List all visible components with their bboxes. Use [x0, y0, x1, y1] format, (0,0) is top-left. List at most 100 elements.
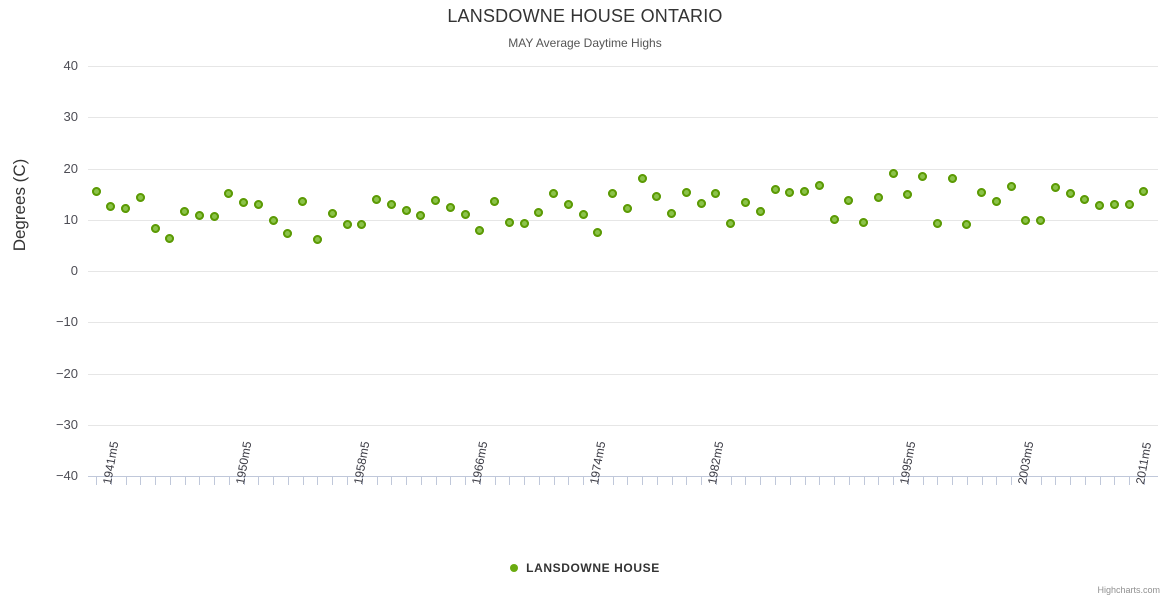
x-axis-tick — [155, 477, 157, 485]
data-point[interactable] — [165, 233, 175, 243]
data-point[interactable] — [1095, 200, 1105, 210]
data-point[interactable] — [667, 209, 677, 219]
y-axis-tick-label: 40 — [63, 58, 78, 73]
x-axis-tick — [169, 477, 171, 485]
data-point[interactable] — [490, 196, 500, 206]
data-point[interactable] — [829, 214, 839, 224]
data-point[interactable] — [298, 196, 308, 206]
data-point[interactable] — [357, 219, 367, 229]
data-point[interactable] — [800, 186, 810, 196]
data-point[interactable] — [475, 225, 485, 235]
x-axis-tick — [258, 477, 260, 485]
x-axis-tick — [1011, 477, 1013, 485]
data-point[interactable] — [1006, 182, 1016, 192]
x-axis-tick — [656, 477, 658, 485]
data-point[interactable] — [1036, 215, 1046, 225]
data-point[interactable] — [386, 200, 396, 210]
legend-item[interactable]: LANSDOWNE HOUSE — [510, 560, 660, 575]
data-point[interactable] — [431, 196, 441, 206]
data-point[interactable] — [1021, 215, 1031, 225]
data-point[interactable] — [342, 220, 352, 230]
data-point[interactable] — [519, 219, 529, 229]
data-point[interactable] — [888, 169, 898, 179]
data-point[interactable] — [1109, 199, 1119, 209]
data-point[interactable] — [135, 192, 145, 202]
data-point[interactable] — [1080, 194, 1090, 204]
data-point[interactable] — [372, 194, 382, 204]
data-point[interactable] — [504, 218, 514, 228]
data-point[interactable] — [1050, 182, 1060, 192]
data-point[interactable] — [253, 200, 263, 210]
data-point[interactable] — [873, 192, 883, 202]
data-point[interactable] — [918, 171, 928, 181]
data-point[interactable] — [844, 195, 854, 205]
data-point[interactable] — [1139, 187, 1149, 197]
x-axis-tick — [568, 477, 570, 485]
data-point[interactable] — [1124, 200, 1134, 210]
data-point[interactable] — [814, 180, 824, 190]
x-axis-tick — [391, 477, 393, 485]
x-axis-tick — [730, 477, 732, 485]
data-point[interactable] — [106, 201, 116, 211]
x-axis-tick — [760, 477, 762, 485]
x-axis-tick — [1040, 477, 1042, 485]
data-point[interactable] — [239, 197, 249, 207]
chart-legend: LANSDOWNE HOUSE — [0, 560, 1170, 575]
data-point[interactable] — [681, 187, 691, 197]
data-point[interactable] — [209, 212, 219, 222]
data-point[interactable] — [180, 206, 190, 216]
data-point[interactable] — [622, 204, 632, 214]
x-axis-tick — [479, 477, 481, 485]
x-axis-tick — [228, 477, 230, 485]
data-point[interactable] — [283, 228, 293, 238]
data-point[interactable] — [740, 198, 750, 208]
data-point[interactable] — [534, 208, 544, 218]
data-point[interactable] — [608, 188, 618, 198]
highcharts-credit-link[interactable]: Highcharts.com — [1097, 585, 1160, 595]
data-point[interactable] — [578, 210, 588, 220]
data-point[interactable] — [932, 219, 942, 229]
y-axis-tick-label: −10 — [55, 314, 78, 330]
x-axis-tick — [848, 477, 850, 485]
data-point[interactable] — [726, 218, 736, 228]
data-point[interactable] — [652, 191, 662, 201]
data-point[interactable] — [1065, 189, 1075, 199]
data-point[interactable] — [859, 218, 869, 228]
data-point[interactable] — [947, 174, 957, 184]
data-point[interactable] — [755, 206, 765, 216]
data-point[interactable] — [696, 199, 706, 209]
data-point[interactable] — [150, 224, 160, 234]
data-point[interactable] — [711, 188, 721, 198]
data-point[interactable] — [416, 211, 426, 221]
data-point[interactable] — [401, 205, 411, 215]
data-point[interactable] — [563, 199, 573, 209]
data-point[interactable] — [962, 220, 972, 230]
data-point[interactable] — [121, 203, 131, 213]
data-point[interactable] — [194, 211, 204, 221]
data-point[interactable] — [445, 202, 455, 212]
x-axis-tick — [819, 477, 821, 485]
data-point[interactable] — [991, 196, 1001, 206]
data-point[interactable] — [312, 235, 322, 245]
data-point[interactable] — [224, 189, 234, 199]
data-point[interactable] — [460, 210, 470, 220]
data-point[interactable] — [327, 209, 337, 219]
data-point[interactable] — [593, 227, 603, 237]
y-axis-labels: 40 30 20 10 0 −10 −20 −30 −40 — [10, 58, 78, 483]
data-point[interactable] — [637, 174, 647, 184]
data-point[interactable] — [785, 188, 795, 198]
data-point[interactable] — [903, 189, 913, 199]
data-point[interactable] — [268, 215, 278, 225]
x-axis-tick — [775, 477, 776, 485]
data-point[interactable] — [770, 184, 780, 194]
x-axis-tick — [110, 477, 112, 485]
data-point[interactable] — [977, 188, 987, 198]
x-axis-tick — [199, 477, 201, 485]
x-axis-tick — [834, 477, 836, 485]
x-axis-tick — [715, 477, 717, 485]
x-axis-tick — [420, 477, 422, 485]
y-axis-tick-label: −30 — [55, 416, 78, 432]
data-point[interactable] — [91, 186, 101, 196]
data-point[interactable] — [549, 189, 559, 199]
